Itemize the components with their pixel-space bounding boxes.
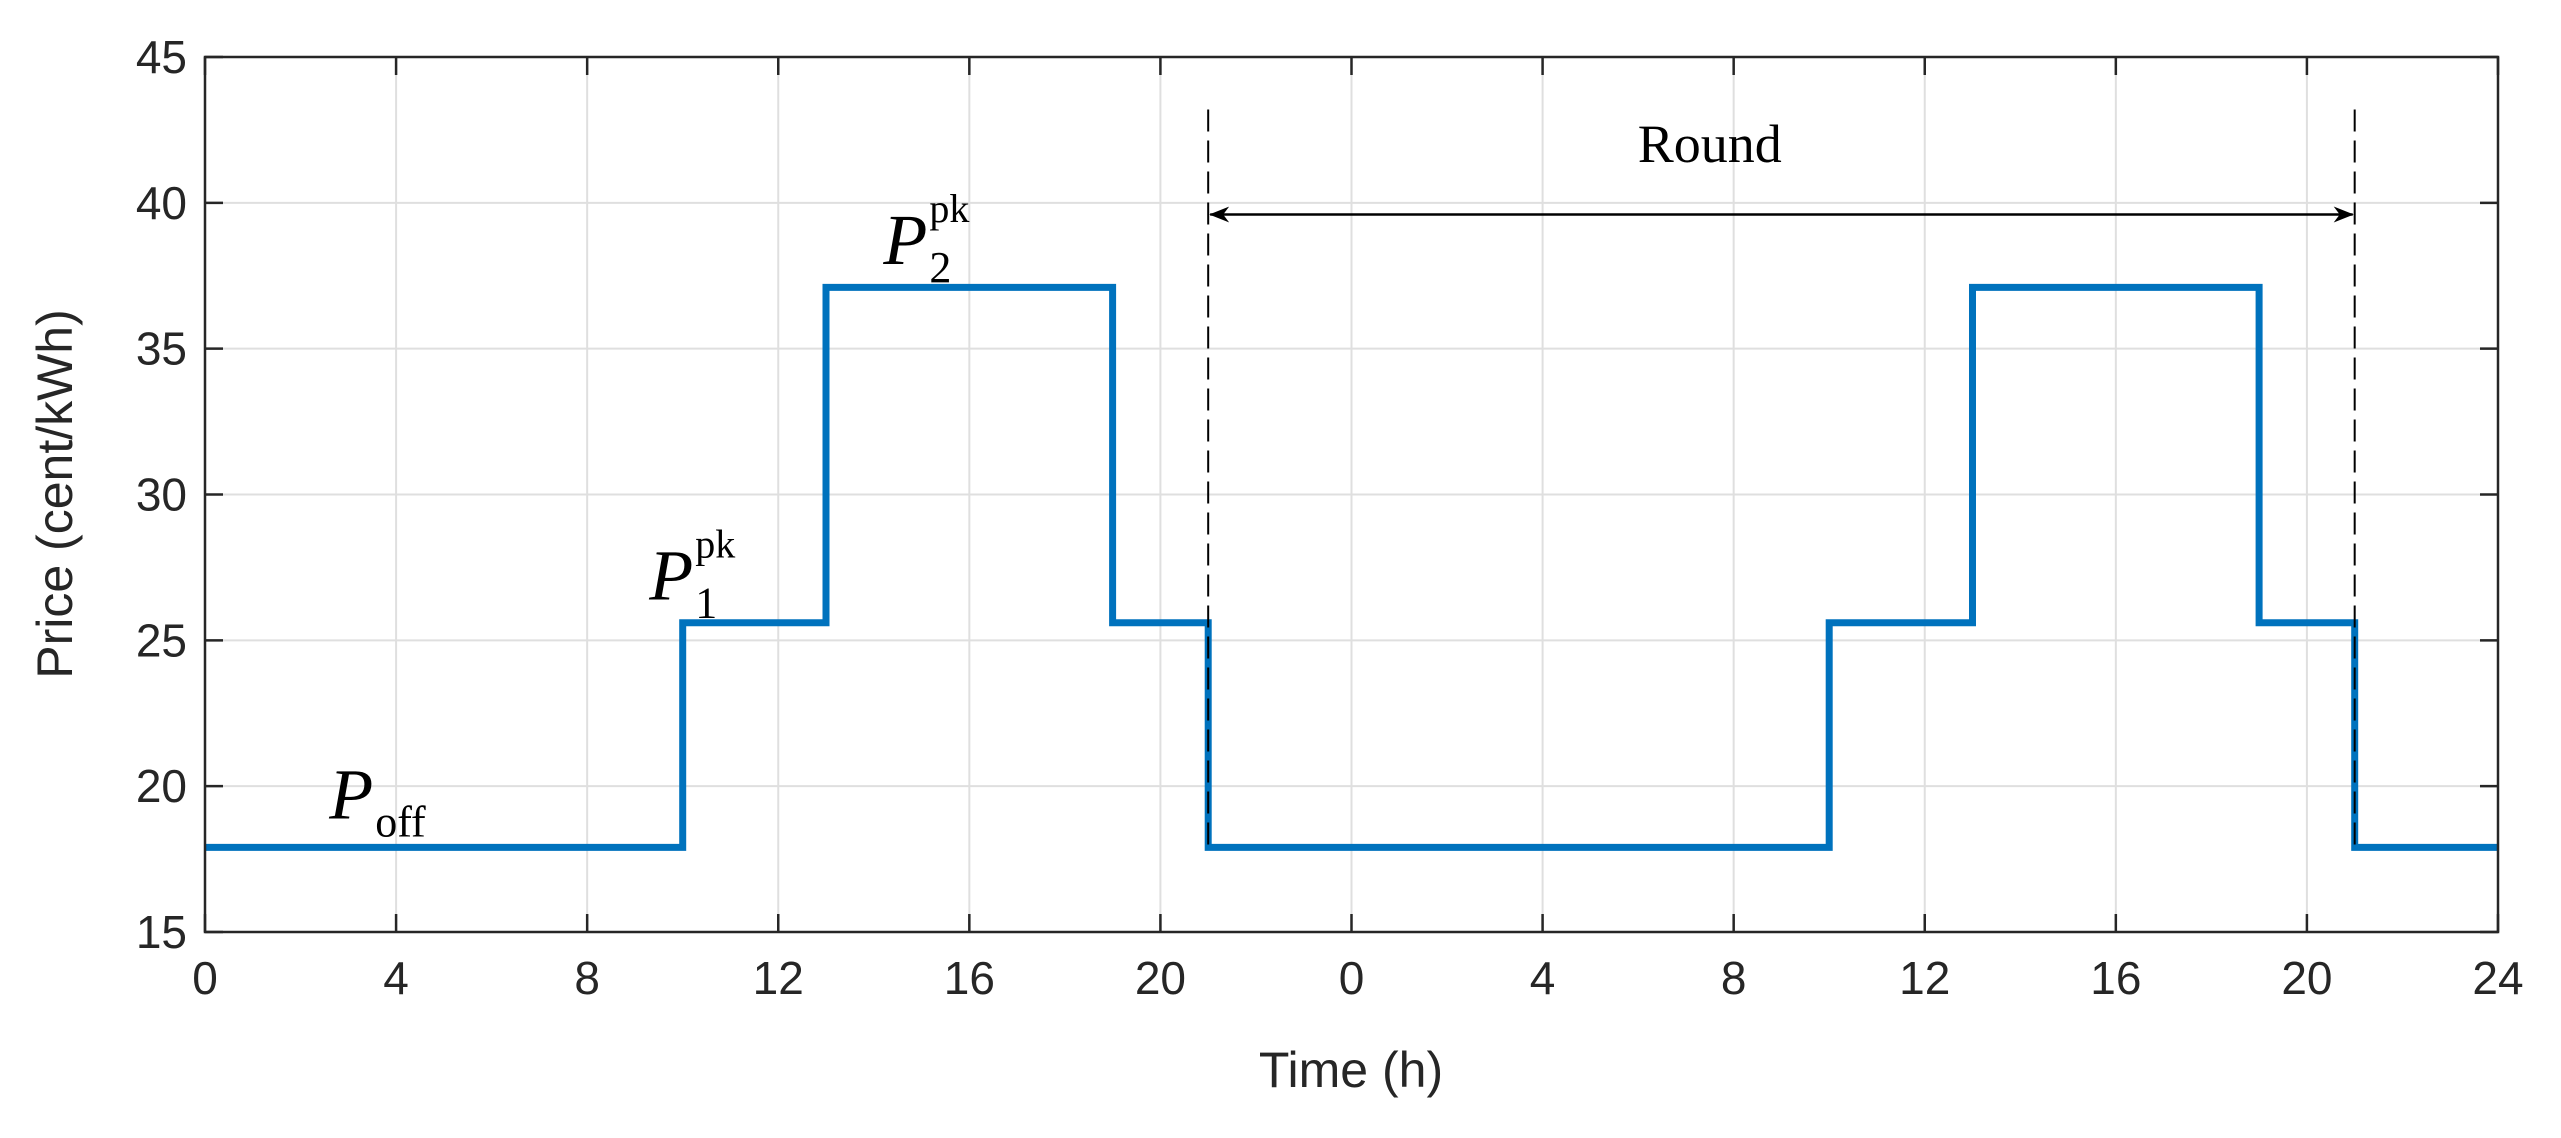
x-tick-label: 12 bbox=[753, 952, 804, 1004]
x-tick-label: 8 bbox=[1721, 952, 1747, 1004]
y-tick-label: 20 bbox=[136, 760, 187, 812]
x-tick-label: 4 bbox=[383, 952, 409, 1004]
y-tick-label: 45 bbox=[136, 31, 187, 83]
y-tick-label: 40 bbox=[136, 177, 187, 229]
x-tick-label: 0 bbox=[192, 952, 218, 1004]
price-label-superscript: pk bbox=[929, 186, 969, 231]
y-tick-label: 15 bbox=[136, 906, 187, 958]
y-tick-label: 35 bbox=[136, 323, 187, 375]
price-label-subscript: 1 bbox=[695, 579, 717, 628]
x-tick-label: 12 bbox=[1899, 952, 1950, 1004]
x-tick-label: 0 bbox=[1339, 952, 1365, 1004]
x-tick-label: 16 bbox=[2090, 952, 2141, 1004]
y-axis-label: Price (cent/kWh) bbox=[27, 309, 83, 679]
x-tick-label: 20 bbox=[2281, 952, 2332, 1004]
x-tick-label: 24 bbox=[2472, 952, 2523, 1004]
round-label: Round bbox=[1638, 114, 1782, 174]
x-tick-label: 20 bbox=[1135, 952, 1186, 1004]
x-axis-label: Time (h) bbox=[1259, 1042, 1443, 1098]
price-label-superscript: pk bbox=[695, 522, 735, 567]
axis-labels: Time (h) Price (cent/kWh) bbox=[27, 309, 1443, 1098]
price-label-subscript: 2 bbox=[929, 243, 951, 292]
x-tick-label: 4 bbox=[1530, 952, 1556, 1004]
grid bbox=[205, 57, 2498, 932]
price-label-2: P bbox=[882, 200, 927, 280]
y-tick-label: 30 bbox=[136, 469, 187, 521]
price-series-line bbox=[205, 283, 2498, 851]
x-tick-label: 16 bbox=[944, 952, 995, 1004]
price-label-1: P bbox=[648, 536, 693, 616]
x-tick-label: 8 bbox=[574, 952, 600, 1004]
y-tick-label: 25 bbox=[136, 614, 187, 666]
price-label-off: P bbox=[328, 754, 373, 834]
data-layer bbox=[205, 283, 2498, 851]
price-label-subscript: off bbox=[375, 797, 426, 846]
